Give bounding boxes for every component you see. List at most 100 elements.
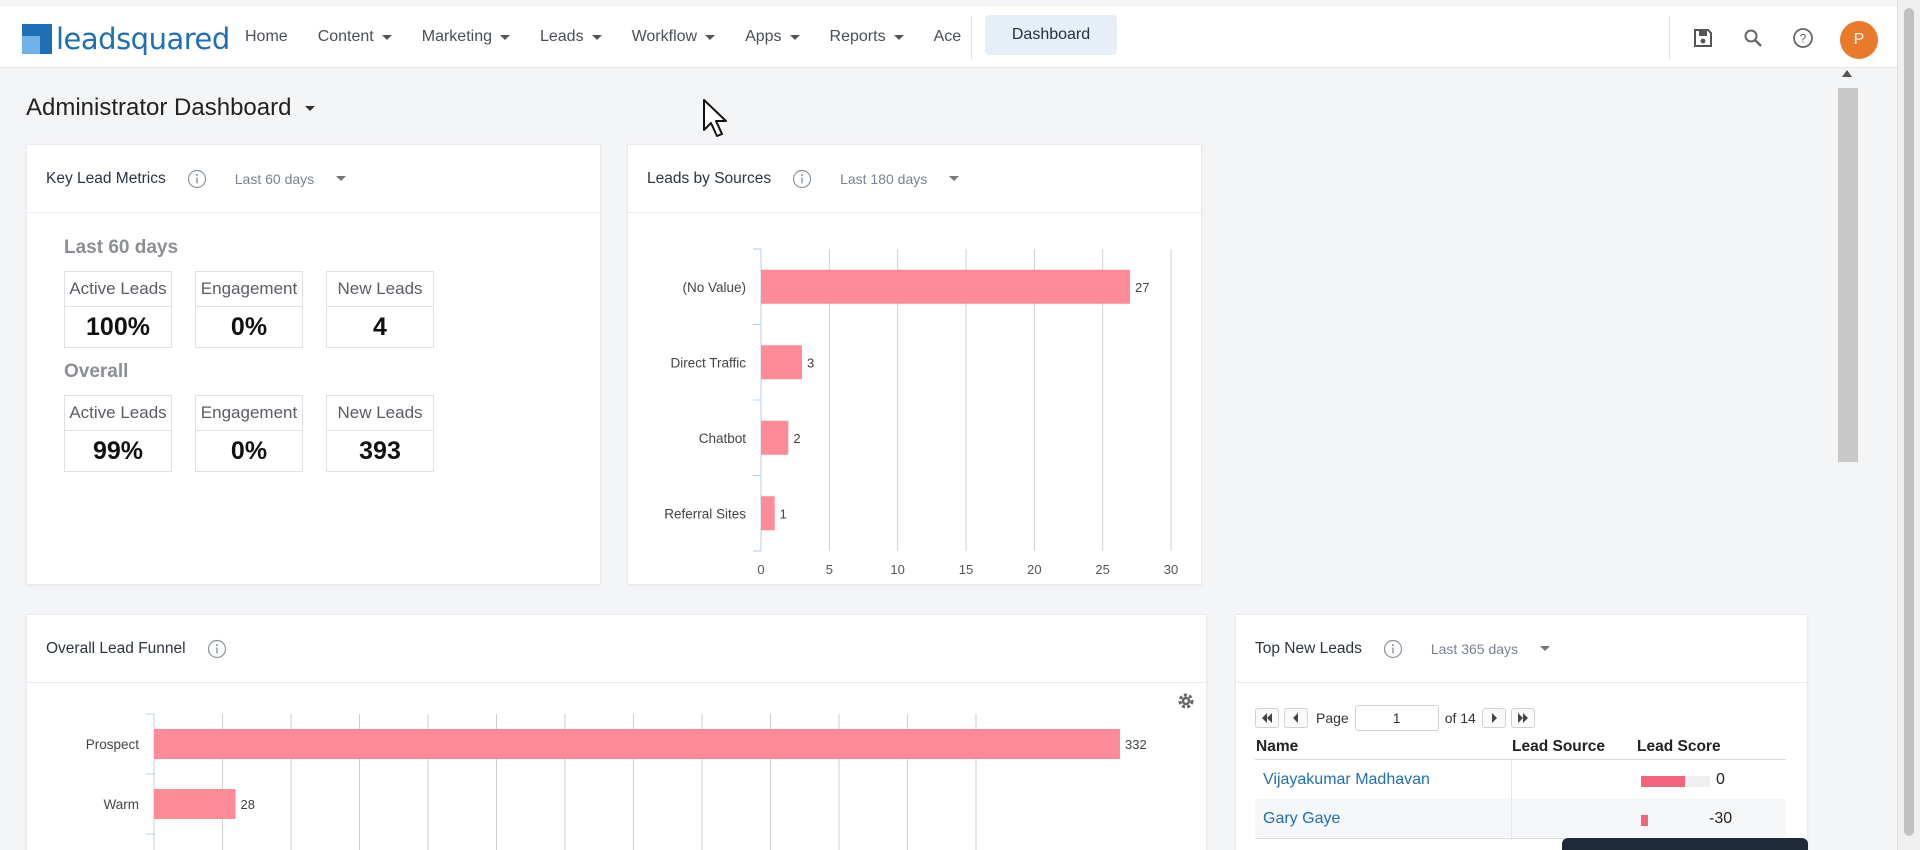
metric-label: New Leads bbox=[327, 272, 433, 307]
table-row-background bbox=[1255, 799, 1786, 837]
date-range-select[interactable]: Last 180 days bbox=[840, 171, 960, 187]
nav-item-label: Ace bbox=[933, 28, 962, 45]
column-header-name[interactable]: Name bbox=[1256, 738, 1299, 755]
window-scrollbar-thumb[interactable] bbox=[1904, 8, 1914, 836]
nav-item-marketing[interactable]: Marketing bbox=[422, 28, 510, 46]
metrics-period-label: Last 60 days bbox=[64, 237, 179, 258]
last-page-button[interactable] bbox=[1510, 708, 1535, 728]
chevron-down-icon bbox=[949, 176, 960, 181]
first-page-button[interactable] bbox=[1255, 708, 1279, 728]
brand-logo[interactable]: leadsquared bbox=[22, 22, 230, 56]
metric-new-leads: New Leads 393 bbox=[326, 395, 434, 472]
help-icon[interactable]: ? bbox=[1791, 26, 1815, 50]
metrics-overall-label: Overall bbox=[64, 361, 129, 382]
column-header-lead-source[interactable]: Lead Source bbox=[1512, 738, 1606, 755]
nav-item-label: Content bbox=[317, 28, 374, 45]
category-label: Prospect bbox=[86, 737, 140, 752]
page-number-input[interactable] bbox=[1354, 705, 1439, 731]
metric-value: 4 bbox=[373, 313, 387, 341]
x-tick-label: 5 bbox=[826, 562, 833, 577]
data-label: 2 bbox=[793, 431, 800, 446]
x-tick-label: 10 bbox=[890, 562, 904, 577]
chevron-down-icon bbox=[789, 34, 800, 40]
card-header: Overall Lead Funnel bbox=[27, 615, 1206, 683]
user-avatar[interactable]: P bbox=[1840, 21, 1878, 59]
notification-panel[interactable] bbox=[1562, 838, 1808, 850]
x-tick-label: 25 bbox=[1095, 562, 1109, 577]
info-icon[interactable] bbox=[1383, 639, 1403, 659]
metric-value: 393 bbox=[359, 437, 401, 465]
page-title[interactable]: Administrator Dashboard bbox=[26, 94, 316, 122]
metric-engagement: Engagement 0% bbox=[195, 395, 303, 472]
date-range-select[interactable]: Last 365 days bbox=[1431, 641, 1551, 657]
lead-name-link[interactable]: Vijayakumar Madhavan bbox=[1263, 771, 1430, 788]
scroll-up-icon[interactable] bbox=[1842, 70, 1852, 77]
chevron-down-icon bbox=[1540, 646, 1551, 651]
category-label: Direct Traffic bbox=[670, 355, 746, 370]
chevron-down-icon bbox=[499, 34, 510, 40]
bar bbox=[154, 789, 236, 819]
metric-label: Engagement bbox=[196, 272, 302, 307]
info-icon[interactable] bbox=[792, 169, 812, 189]
search-icon[interactable] bbox=[1741, 26, 1765, 50]
metric-value: 100% bbox=[86, 313, 150, 341]
info-icon[interactable] bbox=[207, 639, 227, 659]
nav-divider bbox=[971, 16, 972, 60]
column-divider bbox=[1511, 760, 1512, 840]
brand-name: leadsquared bbox=[56, 22, 230, 56]
pagination: Page of 14 bbox=[1255, 705, 1540, 731]
lead-name-link[interactable]: Gary Gaye bbox=[1263, 810, 1341, 827]
data-label: 28 bbox=[240, 797, 254, 812]
card-title: Overall Lead Funnel bbox=[46, 639, 186, 657]
tab-dashboard[interactable]: Dashboard bbox=[985, 15, 1117, 55]
info-icon[interactable] bbox=[187, 169, 207, 189]
card-title: Key Lead Metrics bbox=[46, 169, 166, 187]
category-label: Warm bbox=[104, 797, 140, 812]
next-page-button[interactable] bbox=[1481, 708, 1506, 728]
scrollbar-thumb[interactable] bbox=[1838, 88, 1858, 462]
bar bbox=[761, 420, 789, 455]
card-header: Leads by Sources Last 180 days bbox=[628, 145, 1201, 213]
nav-item-leads[interactable]: Leads bbox=[540, 28, 602, 46]
metric-label: Active Leads bbox=[65, 272, 171, 307]
lead-score-value: -30 bbox=[1709, 810, 1733, 827]
nav-item-ace[interactable]: Ace bbox=[934, 28, 962, 46]
nav-item-content[interactable]: Content bbox=[318, 28, 392, 46]
save-icon[interactable] bbox=[1691, 26, 1715, 50]
category-label: Referral Sites bbox=[664, 506, 746, 521]
chevron-down-icon bbox=[336, 176, 347, 181]
chevron-down-icon bbox=[705, 34, 716, 40]
lead-score-value: 0 bbox=[1716, 771, 1725, 788]
nav-item-label: Leads bbox=[539, 28, 584, 45]
main-menu: Home Content Marketing Leads Workflow Apps Rep… bbox=[245, 6, 991, 68]
prev-page-button[interactable] bbox=[1284, 708, 1308, 728]
column-header-lead-score[interactable]: Lead Score bbox=[1637, 738, 1721, 755]
x-tick-label: 20 bbox=[1027, 562, 1041, 577]
key-lead-metrics-card: Key Lead Metrics Last 60 days Last 60 da… bbox=[26, 144, 601, 585]
gear-icon[interactable] bbox=[1176, 691, 1196, 711]
bar bbox=[761, 269, 1130, 304]
nav-item-label: Reports bbox=[829, 28, 886, 45]
card-header: Top New Leads Last 365 days bbox=[1236, 615, 1807, 683]
nav-item-workflow[interactable]: Workflow bbox=[632, 28, 716, 46]
chevron-down-icon bbox=[591, 34, 602, 40]
data-label: 1 bbox=[780, 506, 787, 521]
nav-item-apps[interactable]: Apps bbox=[745, 28, 800, 46]
x-tick-label: 15 bbox=[959, 562, 973, 577]
table-row-divider bbox=[1255, 838, 1786, 839]
chevron-down-icon bbox=[381, 34, 392, 40]
bar bbox=[761, 345, 802, 380]
leads-by-sources-card: Leads by Sources Last 180 days 0 5 10 15 20 2… bbox=[627, 144, 1202, 585]
nav-item-label: Workflow bbox=[631, 28, 698, 45]
card-header: Key Lead Metrics Last 60 days bbox=[27, 145, 600, 213]
nav-item-label: Apps bbox=[745, 28, 782, 45]
svg-text:?: ? bbox=[1800, 32, 1807, 46]
data-label: 332 bbox=[1125, 737, 1147, 752]
nav-item-home[interactable]: Home bbox=[245, 28, 288, 46]
card-title: Leads by Sources bbox=[647, 169, 772, 187]
date-range-select[interactable]: Last 60 days bbox=[235, 171, 347, 187]
nav-item-label: Home bbox=[245, 28, 288, 45]
metric-value: 99% bbox=[92, 437, 144, 465]
nav-item-reports[interactable]: Reports bbox=[830, 28, 904, 46]
leads-by-sources-chart: 0 5 10 15 20 25 30 27 (No Value) 3 Direct Traffic 2… bbox=[664, 248, 1178, 577]
